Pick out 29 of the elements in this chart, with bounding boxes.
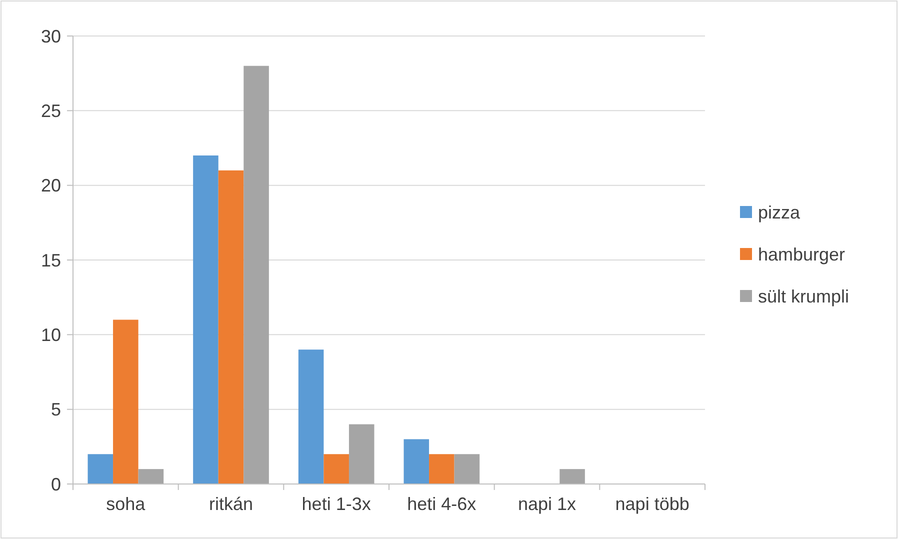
- x-tick-label: ritkán: [208, 494, 254, 514]
- bar: [348, 424, 374, 484]
- y-tick-label: 15: [40, 250, 61, 270]
- bar: [404, 439, 430, 484]
- x-tick-label: napi 1x: [518, 494, 576, 514]
- bar: [113, 320, 138, 484]
- y-tick-label: 20: [40, 176, 61, 196]
- bar: [193, 155, 218, 484]
- y-tick-label: 0: [50, 474, 61, 494]
- bar: [298, 350, 324, 484]
- legend-label: hamburger: [758, 244, 846, 264]
- x-tick-label: heti 4-6x: [407, 494, 476, 514]
- y-tick-label: 30: [40, 26, 61, 46]
- y-tick-label: 25: [40, 100, 61, 121]
- legend-label: sült krumpli: [758, 286, 850, 306]
- bar: [560, 469, 585, 484]
- bar: [454, 454, 480, 484]
- bar: [218, 170, 244, 484]
- y-tick-label: 5: [50, 400, 61, 420]
- bar: [138, 469, 164, 484]
- x-tick-label: soha: [106, 494, 146, 514]
- x-tick-label: heti 1-3x: [302, 494, 371, 514]
- x-tick-label: napi több: [615, 494, 690, 514]
- bar: [244, 66, 269, 484]
- legend-label: pizza: [758, 202, 802, 222]
- bar: [88, 454, 114, 484]
- y-tick-label: 10: [40, 324, 61, 345]
- bar: [324, 454, 349, 484]
- bar: [429, 454, 454, 484]
